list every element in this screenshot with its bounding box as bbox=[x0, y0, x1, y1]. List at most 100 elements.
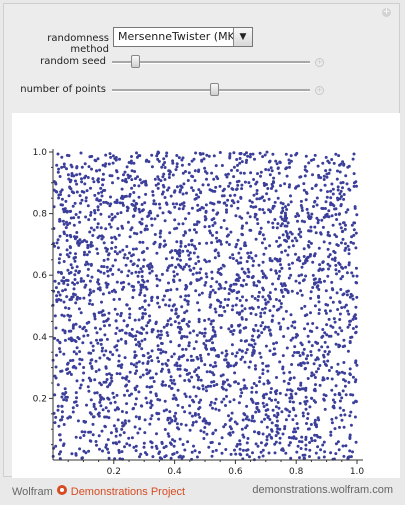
data-point bbox=[153, 240, 157, 244]
random-seed-slider[interactable] bbox=[112, 55, 310, 69]
data-point bbox=[97, 434, 101, 438]
data-point bbox=[265, 438, 269, 442]
slider-thumb[interactable] bbox=[131, 55, 140, 68]
data-point bbox=[341, 160, 345, 164]
data-point bbox=[323, 207, 327, 210]
data-point bbox=[203, 283, 207, 287]
data-point bbox=[348, 319, 352, 323]
data-point bbox=[89, 213, 93, 217]
data-point bbox=[216, 200, 220, 204]
data-point bbox=[290, 324, 294, 328]
data-point bbox=[334, 213, 338, 216]
data-point bbox=[338, 301, 342, 304]
data-point bbox=[78, 194, 82, 198]
site-link[interactable]: demonstrations.wolfram.com bbox=[252, 484, 393, 496]
data-point bbox=[256, 444, 260, 448]
data-point bbox=[77, 215, 81, 219]
data-point bbox=[181, 156, 185, 160]
data-point bbox=[250, 390, 254, 394]
data-point bbox=[190, 243, 194, 247]
data-point bbox=[101, 183, 105, 187]
data-point bbox=[263, 184, 266, 187]
data-point bbox=[330, 417, 334, 421]
data-point bbox=[106, 269, 110, 273]
data-point bbox=[181, 192, 185, 196]
data-point bbox=[275, 271, 278, 275]
data-point bbox=[322, 240, 326, 244]
data-point bbox=[73, 282, 76, 286]
data-point bbox=[111, 264, 115, 268]
data-point bbox=[302, 347, 306, 351]
data-point bbox=[95, 443, 98, 447]
data-point bbox=[126, 274, 130, 278]
data-point bbox=[89, 155, 93, 158]
data-point bbox=[192, 400, 196, 404]
data-point bbox=[74, 213, 78, 216]
data-point bbox=[84, 215, 88, 219]
data-point bbox=[142, 258, 146, 262]
randomness-method-dropdown[interactable]: MersenneTwister (MKL) ▼ bbox=[113, 27, 253, 47]
data-point bbox=[261, 361, 265, 365]
number-of-points-slider[interactable] bbox=[112, 83, 310, 97]
data-point bbox=[56, 246, 60, 250]
data-point bbox=[154, 183, 158, 187]
data-point bbox=[182, 233, 186, 237]
data-point bbox=[134, 397, 138, 401]
data-point bbox=[278, 327, 282, 331]
data-point bbox=[235, 291, 239, 295]
data-point bbox=[309, 436, 313, 440]
data-point bbox=[80, 165, 84, 169]
data-point bbox=[144, 183, 148, 187]
data-point bbox=[319, 176, 323, 180]
data-point bbox=[259, 315, 263, 318]
data-point bbox=[54, 444, 58, 448]
data-point bbox=[248, 360, 252, 364]
expand-plus-icon[interactable]: + bbox=[382, 7, 391, 17]
data-point bbox=[58, 219, 62, 223]
data-point bbox=[79, 311, 83, 315]
wolfram-brand[interactable]: Wolfram Demonstrations Project bbox=[12, 484, 185, 498]
data-point bbox=[112, 298, 116, 301]
slider-thumb[interactable] bbox=[210, 83, 219, 96]
data-point bbox=[295, 450, 299, 454]
x-tick-label: 0.6 bbox=[228, 467, 243, 477]
data-point bbox=[163, 196, 167, 199]
data-point bbox=[110, 379, 114, 383]
data-point bbox=[326, 376, 330, 380]
data-point bbox=[69, 216, 73, 220]
data-point bbox=[252, 382, 256, 385]
data-point bbox=[334, 416, 338, 420]
data-point bbox=[239, 339, 243, 343]
data-point bbox=[261, 372, 265, 376]
random-seed-plus-icon[interactable]: + bbox=[315, 58, 324, 67]
data-point bbox=[227, 298, 230, 301]
data-point bbox=[126, 220, 130, 224]
data-point bbox=[141, 240, 145, 244]
data-point bbox=[272, 304, 276, 308]
data-point bbox=[270, 169, 274, 173]
data-point bbox=[145, 372, 149, 376]
data-point bbox=[120, 427, 124, 431]
data-point bbox=[261, 321, 265, 325]
data-point bbox=[317, 308, 321, 312]
number-of-points-plus-icon[interactable]: + bbox=[315, 86, 324, 95]
data-point bbox=[70, 174, 74, 178]
data-point bbox=[159, 229, 163, 233]
data-point bbox=[89, 241, 93, 244]
data-point bbox=[70, 452, 74, 456]
data-point bbox=[197, 308, 201, 312]
data-point bbox=[355, 295, 359, 299]
data-point bbox=[145, 368, 149, 372]
data-point bbox=[157, 305, 161, 309]
data-point bbox=[279, 288, 283, 292]
chevron-down-icon[interactable]: ▼ bbox=[233, 28, 252, 46]
data-point bbox=[208, 293, 212, 297]
data-point bbox=[140, 316, 144, 320]
data-point bbox=[87, 389, 91, 393]
y-tick-label: 1.0 bbox=[33, 148, 48, 158]
slider-track[interactable] bbox=[112, 61, 310, 64]
data-point bbox=[91, 344, 95, 348]
data-point bbox=[204, 217, 208, 221]
data-point bbox=[133, 425, 137, 429]
data-point bbox=[116, 176, 120, 180]
